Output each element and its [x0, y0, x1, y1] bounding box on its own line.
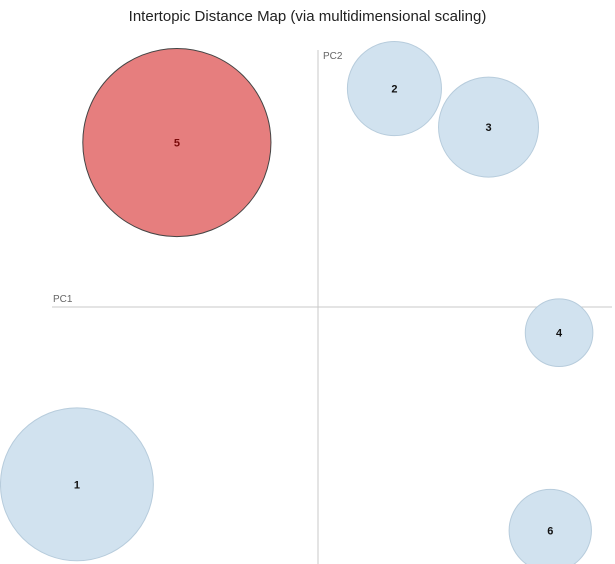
axes: PC1 PC2: [52, 50, 612, 564]
topic-label-6: 6: [547, 526, 553, 538]
topic-label-2: 2: [391, 84, 397, 96]
topic-bubble-1[interactable]: [0, 407, 154, 562]
chart-title: Intertopic Distance Map (via multidimens…: [128, 8, 487, 25]
topic-bubble-4[interactable]: [524, 298, 594, 368]
topic-label-1: 1: [74, 479, 80, 491]
topic-label-3: 3: [485, 122, 491, 134]
topic-bubble-2[interactable]: [346, 41, 442, 137]
topic-bubble-6[interactable]: [508, 488, 592, 564]
topic-bubble-5[interactable]: [82, 47, 272, 238]
topic-bubbles: 1 2 3 4 6 5: [0, 41, 594, 564]
pc2-axis-label: PC2: [323, 51, 343, 62]
topic-label-5: 5: [174, 138, 180, 150]
pc1-axis-label: PC1: [53, 294, 73, 305]
topic-bubble-3[interactable]: [438, 76, 539, 178]
topic-label-4: 4: [556, 328, 563, 340]
